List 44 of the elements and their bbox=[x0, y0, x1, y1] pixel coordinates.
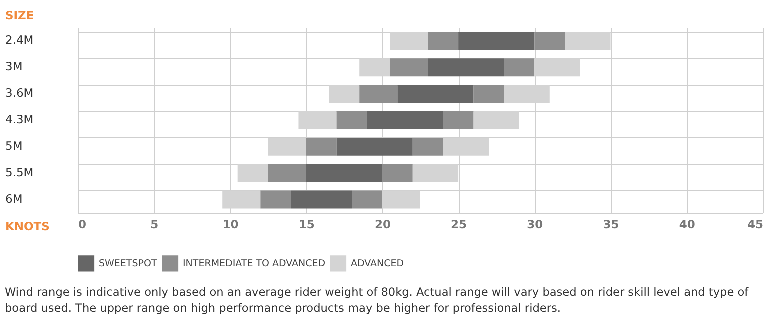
bar bbox=[412, 138, 444, 156]
text: Wind range is indicative only based on an average rider weight of 80kg. Actual range will vary based on rider skill level and type of board used. The upper range on high performance products may be higher for professional riders. bbox=[5, 285, 750, 317]
legend-label: ADVANCED bbox=[351, 258, 404, 270]
y-tick-label: 5.5M bbox=[6, 165, 34, 180]
y-tick-label: 6M bbox=[6, 192, 23, 206]
x-tick-label: 30 bbox=[527, 218, 544, 232]
x-tick-label: 45 bbox=[747, 218, 764, 232]
x-axis-title: KNOTS bbox=[6, 220, 50, 234]
bar bbox=[428, 58, 504, 77]
y-tick-label: 3.6M bbox=[6, 86, 34, 100]
bar bbox=[291, 190, 352, 209]
bar bbox=[504, 58, 535, 77]
bar bbox=[367, 112, 444, 130]
y-tick-label: 5M bbox=[6, 138, 23, 153]
x-tick-label: 25 bbox=[451, 218, 468, 232]
bar bbox=[336, 138, 413, 156]
x-tick-label: 0 bbox=[78, 218, 87, 232]
y-tick-label: 2.4M bbox=[6, 33, 34, 48]
bar bbox=[260, 190, 292, 209]
legend-label: INTERMEDIATE TO ADVANCED bbox=[183, 258, 326, 270]
bar bbox=[360, 85, 398, 104]
bar bbox=[268, 164, 306, 182]
y-tick-label: 3M bbox=[6, 60, 23, 74]
bar bbox=[534, 32, 566, 50]
bar bbox=[352, 190, 382, 209]
bar bbox=[382, 164, 413, 182]
y-axis-title: SIZE bbox=[6, 8, 34, 22]
bar bbox=[306, 138, 337, 156]
x-tick-label: 5 bbox=[150, 218, 159, 232]
x-tick-label: 15 bbox=[298, 218, 315, 232]
bar bbox=[474, 85, 504, 104]
bar bbox=[443, 112, 474, 130]
x-tick-label: 10 bbox=[222, 218, 239, 232]
bar bbox=[336, 112, 368, 130]
x-tick-label: 40 bbox=[679, 218, 696, 232]
bar bbox=[458, 32, 535, 50]
bar bbox=[428, 32, 459, 50]
y-tick-label: 4.3M bbox=[6, 112, 34, 126]
bar bbox=[390, 58, 428, 77]
x-tick-label: 20 bbox=[374, 218, 391, 232]
x-tick-label: 35 bbox=[603, 218, 620, 232]
bar bbox=[398, 85, 474, 104]
bar bbox=[306, 164, 382, 182]
legend-label: SWEETSPOT bbox=[99, 258, 158, 270]
